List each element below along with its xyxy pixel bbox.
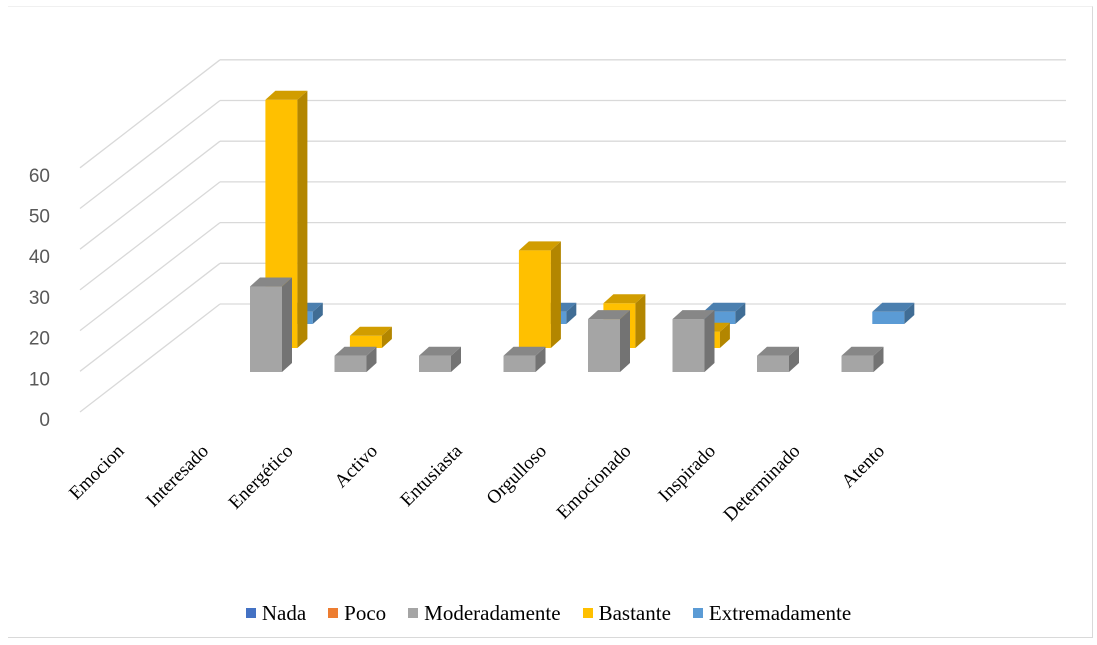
- gridline-side: [79, 262, 221, 372]
- bar-moderadamente-emocionado: [588, 310, 630, 372]
- legend-label: Poco: [344, 600, 387, 625]
- bar-side: [366, 346, 377, 372]
- bar-moderadamente-entusiasta: [419, 346, 461, 372]
- bar-top: [265, 90, 308, 100]
- legend-label: Extremadamente: [708, 600, 852, 625]
- bar-side: [735, 302, 746, 324]
- bar-moderadamente-energético: [250, 277, 292, 372]
- legend-swatch: [245, 608, 256, 618]
- bar-moderadamente-activo: [334, 346, 377, 372]
- legend-item: Bastante: [582, 600, 671, 626]
- bar-front: [349, 335, 382, 348]
- gridline-side: [79, 140, 221, 250]
- y-tick-label: 30: [29, 288, 50, 309]
- bar-front: [334, 355, 367, 372]
- legend-label: Moderadamente: [424, 600, 561, 625]
- bar-side: [704, 310, 715, 372]
- bar-top: [250, 277, 292, 287]
- bar-side: [789, 346, 799, 372]
- bar-front: [588, 319, 620, 372]
- bar-top: [334, 346, 377, 356]
- bar-top: [419, 346, 461, 356]
- bar-top: [672, 310, 715, 320]
- x-category-label: Activo: [331, 441, 382, 492]
- legend-label: Bastante: [598, 600, 671, 625]
- x-category-label: Interesado: [142, 441, 213, 512]
- legend-item: Nada: [245, 600, 307, 626]
- bar-side: [873, 346, 884, 372]
- bar-top: [603, 294, 646, 304]
- bar-side: [381, 326, 392, 348]
- y-tick-label: 40: [29, 247, 50, 268]
- bar-top: [503, 346, 546, 356]
- y-tick-label: 50: [29, 207, 50, 228]
- bar-moderadamente-atento: [841, 346, 884, 372]
- bars: [250, 90, 915, 372]
- gridlines: [79, 59, 1066, 413]
- bar-front: [757, 355, 789, 372]
- gridline-side: [79, 222, 221, 332]
- y-tick-label: 0: [39, 410, 50, 431]
- bar-front: [503, 355, 536, 372]
- y-tick-label: 20: [29, 329, 50, 350]
- x-axis-categories: Emocion Interesado Energético Activo Entusia…: [65, 440, 889, 525]
- legend-swatch: [328, 608, 339, 618]
- legend-item: Extremadamente: [692, 600, 852, 626]
- bar-extremadamente-atento: [872, 302, 915, 324]
- bar-front: [250, 286, 282, 372]
- bar-side: [904, 302, 915, 324]
- y-tick-label: 60: [29, 166, 50, 187]
- gridline-side: [79, 181, 221, 291]
- bar-top: [349, 326, 392, 336]
- legend-label: Nada: [261, 600, 307, 625]
- bar-moderadamente-determinado: [757, 346, 799, 372]
- bar-front: [672, 319, 705, 372]
- bar-top: [757, 346, 799, 356]
- gridline-side: [79, 99, 221, 210]
- legend-swatch: [582, 608, 593, 618]
- legend-swatch: [692, 608, 703, 618]
- y-axis-ticks: 0 10 20 30 40 50 60: [29, 166, 50, 431]
- x-category-label: Orgulloso: [483, 441, 551, 509]
- legend-swatch: [408, 608, 419, 618]
- y-tick-label: 10: [29, 369, 50, 390]
- chart-plot: 0 10 20 30 40 50 60 Emocion Interesado Energétic…: [29, 59, 1066, 526]
- bar-side: [282, 277, 292, 372]
- bar-bastante-orgulloso: [518, 241, 561, 348]
- bar-side: [620, 310, 630, 372]
- bar-side: [550, 241, 561, 348]
- x-category-label: Determinado: [720, 441, 805, 526]
- x-category-label: Entusiasta: [396, 440, 466, 510]
- bar-moderadamente-inspirado: [672, 310, 715, 372]
- bar-bastante-activo: [349, 326, 392, 348]
- bar-front: [518, 250, 551, 348]
- bar-top: [518, 241, 561, 251]
- legend-item: Poco: [328, 601, 386, 626]
- bar-moderadamente-orgulloso: [503, 346, 546, 372]
- legend-item: Moderadamente: [408, 600, 561, 626]
- gridline-side: [79, 59, 221, 169]
- bar-top: [703, 302, 746, 312]
- bar-side: [566, 302, 577, 324]
- bar-side: [297, 90, 308, 348]
- bar-side: [535, 346, 546, 372]
- bar-front: [419, 355, 451, 372]
- x-category-label: Emocion: [65, 440, 129, 504]
- bar-top: [841, 346, 884, 356]
- x-category-label: Inspirado: [654, 441, 720, 507]
- gridline-side: [79, 303, 221, 413]
- bar-side: [451, 346, 461, 372]
- x-category-label: Atento: [838, 441, 889, 492]
- bar-front: [841, 355, 874, 372]
- bar-side: [635, 294, 646, 348]
- bar-top: [588, 310, 630, 320]
- bar-front: [872, 311, 905, 324]
- bar-side: [312, 302, 323, 324]
- chart-frame: [8, 6, 1093, 638]
- x-category-label: Energético: [225, 441, 298, 514]
- legend: Nada Poco Moderadamente Bastante Extremadame…: [0, 598, 1097, 628]
- x-category-label: Emocionado: [553, 441, 636, 524]
- bar-side: [719, 322, 730, 348]
- bar-top: [872, 302, 915, 312]
